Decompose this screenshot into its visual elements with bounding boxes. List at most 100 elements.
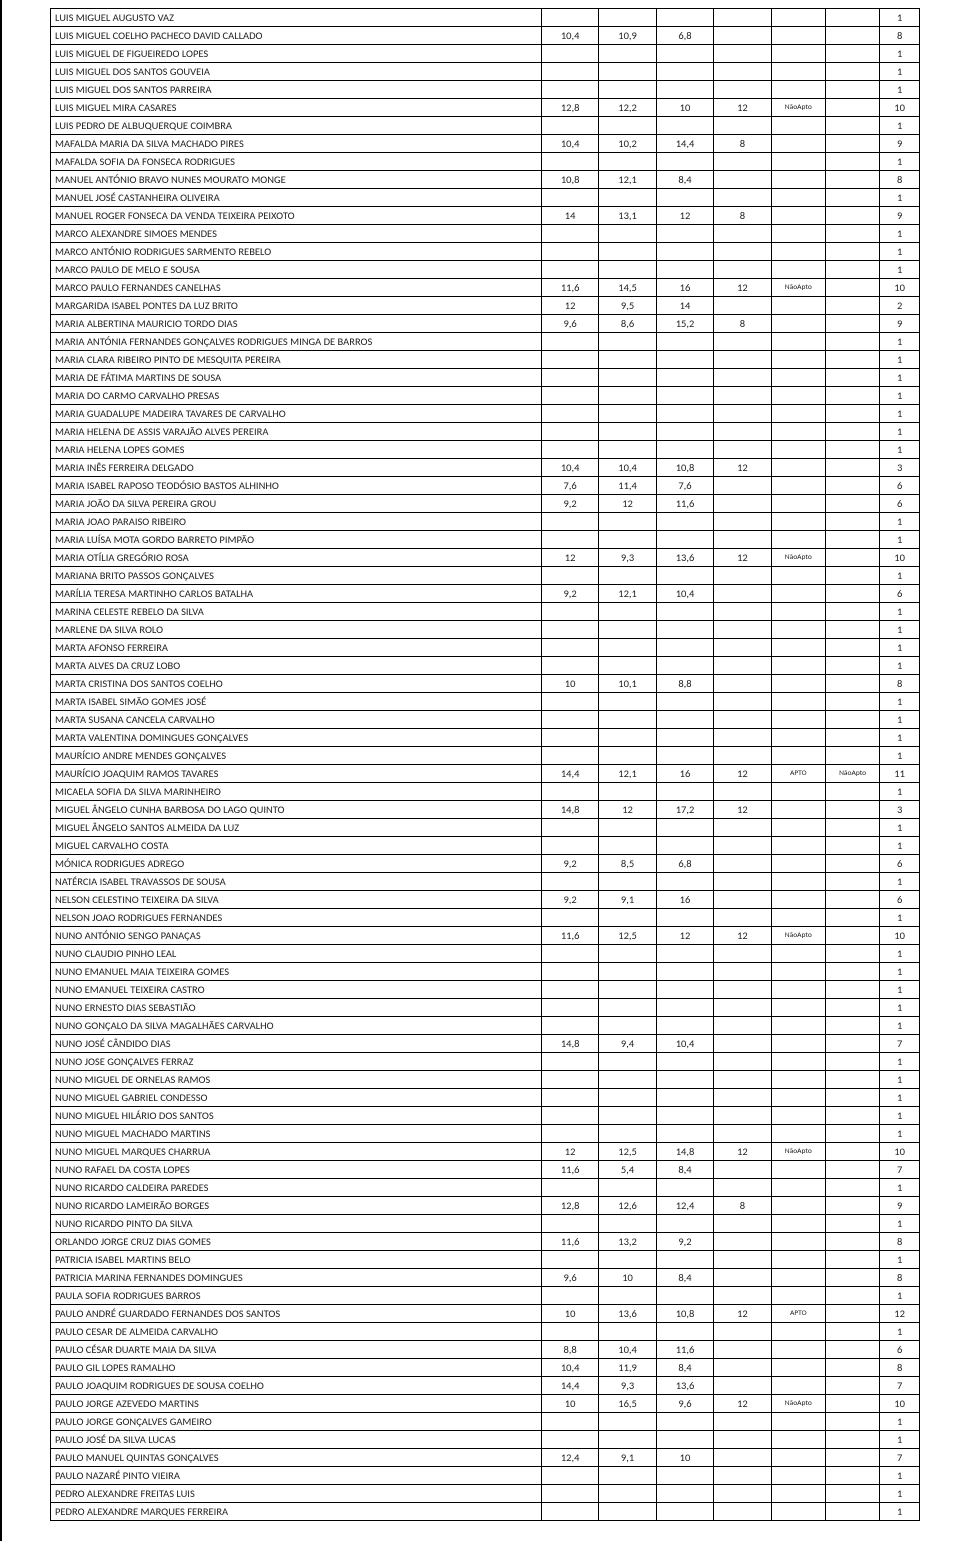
cell-c7: 1 (880, 1125, 920, 1143)
cell-c7: 1 (880, 1215, 920, 1233)
cell-c4 (714, 1449, 771, 1467)
cell-c1: 9,2 (541, 585, 598, 603)
table-row: MAFALDA SOFIA DA FONSECA RODRIGUES1 (51, 153, 920, 171)
cell-c6 (825, 243, 879, 261)
cell-c2 (599, 333, 656, 351)
cell-c7: 10 (880, 927, 920, 945)
cell-c6 (825, 909, 879, 927)
cell-name: NUNO EMANUEL TEIXEIRA CASTRO (51, 981, 542, 999)
cell-c1: 12 (541, 549, 598, 567)
cell-name: NUNO CLAUDIO PINHO LEAL (51, 945, 542, 963)
cell-c7: 1 (880, 1053, 920, 1071)
cell-c1: 14,4 (541, 1377, 598, 1395)
cell-c4 (714, 1053, 771, 1071)
cell-c5 (771, 1377, 825, 1395)
cell-c1 (541, 351, 598, 369)
cell-c5 (771, 567, 825, 585)
cell-c6 (825, 1323, 879, 1341)
cell-c7: 1 (880, 1017, 920, 1035)
cell-name: MARTA AFONSO FERREIRA (51, 639, 542, 657)
table-row: LUIS MIGUEL DE FIGUEIREDO LOPES1 (51, 45, 920, 63)
cell-c7: 1 (880, 711, 920, 729)
cell-c6 (825, 1125, 879, 1143)
cell-name: MARIA ISABEL RAPOSO TEODÓSIO BASTOS ALHI… (51, 477, 542, 495)
cell-c7: 7 (880, 1377, 920, 1395)
cell-name: MIGUEL CARVALHO COSTA (51, 837, 542, 855)
cell-c6 (825, 207, 879, 225)
cell-c1 (541, 369, 598, 387)
cell-c2: 9,1 (599, 891, 656, 909)
cell-c4 (714, 603, 771, 621)
cell-c7: 1 (880, 1503, 920, 1521)
cell-c6 (825, 1377, 879, 1395)
cell-c3 (656, 1017, 713, 1035)
cell-c4: 12 (714, 1143, 771, 1161)
cell-name: MARTA ALVES DA CRUZ LOBO (51, 657, 542, 675)
cell-c7: 1 (880, 1071, 920, 1089)
cell-c7: 1 (880, 531, 920, 549)
table-row: LUIS MIGUEL DOS SANTOS PARREIRA1 (51, 81, 920, 99)
cell-c6 (825, 1431, 879, 1449)
cell-c5 (771, 747, 825, 765)
table-row: MARCO ANTÓNIO RODRIGUES SARMENTO REBELO1 (51, 243, 920, 261)
cell-c1 (541, 963, 598, 981)
cell-c4 (714, 1107, 771, 1125)
cell-c5 (771, 1125, 825, 1143)
cell-c6 (825, 1233, 879, 1251)
cell-c2 (599, 873, 656, 891)
cell-c6 (825, 1143, 879, 1161)
table-row: LUIS PEDRO DE ALBUQUERQUE COIMBRA1 (51, 117, 920, 135)
cell-c4: 8 (714, 1197, 771, 1215)
cell-c1: 12 (541, 1143, 598, 1161)
table-row: MARIA CLARA RIBEIRO PINTO DE MESQUITA PE… (51, 351, 920, 369)
table-row: NUNO JOSÉ CÂNDIDO DIAS14,89,410,47 (51, 1035, 920, 1053)
cell-c6 (825, 1035, 879, 1053)
cell-c2 (599, 351, 656, 369)
cell-name: MARTA ISABEL SIMÃO GOMES JOSÉ (51, 693, 542, 711)
cell-c1: 11,6 (541, 1161, 598, 1179)
cell-name: NUNO MIGUEL GABRIEL CONDESSO (51, 1089, 542, 1107)
cell-c5 (771, 459, 825, 477)
cell-c1 (541, 1485, 598, 1503)
table-row: MARGARIDA ISABEL PONTES DA LUZ BRITO129,… (51, 297, 920, 315)
cell-c2 (599, 1053, 656, 1071)
table-row: NUNO RAFAEL DA COSTA LOPES11,65,48,47 (51, 1161, 920, 1179)
cell-c6 (825, 279, 879, 297)
cell-c3 (656, 1323, 713, 1341)
cell-name: MANUEL ROGER FONSECA DA VENDA TEIXEIRA P… (51, 207, 542, 225)
cell-c7: 7 (880, 1035, 920, 1053)
cell-c1: 10,4 (541, 27, 598, 45)
cell-c1 (541, 1251, 598, 1269)
cell-c5 (771, 1359, 825, 1377)
cell-c3: 6,8 (656, 855, 713, 873)
cell-c2: 12,5 (599, 927, 656, 945)
cell-c5 (771, 495, 825, 513)
cell-name: PAULO NAZARÉ PINTO VIEIRA (51, 1467, 542, 1485)
cell-c6 (825, 1089, 879, 1107)
cell-c5: NãoApto (771, 99, 825, 117)
cell-c7: 1 (880, 1431, 920, 1449)
cell-c4 (714, 1503, 771, 1521)
cell-c1 (541, 1215, 598, 1233)
cell-c7: 6 (880, 585, 920, 603)
cell-c4: 12 (714, 765, 771, 783)
cell-c5 (771, 855, 825, 873)
table-row: LUIS MIGUEL COELHO PACHECO DAVID CALLADO… (51, 27, 920, 45)
cell-c5 (771, 909, 825, 927)
cell-c7: 1 (880, 153, 920, 171)
cell-c6 (825, 1251, 879, 1269)
cell-c2 (599, 63, 656, 81)
cell-c4 (714, 1035, 771, 1053)
cell-c4 (714, 783, 771, 801)
cell-c4: 12 (714, 1395, 771, 1413)
cell-c5 (771, 819, 825, 837)
cell-c6 (825, 405, 879, 423)
cell-c1 (541, 837, 598, 855)
cell-c2 (599, 837, 656, 855)
cell-c3: 10 (656, 1449, 713, 1467)
cell-c7: 1 (880, 819, 920, 837)
cell-c3 (656, 333, 713, 351)
cell-c5 (771, 207, 825, 225)
cell-c1 (541, 639, 598, 657)
cell-c2: 9,5 (599, 297, 656, 315)
